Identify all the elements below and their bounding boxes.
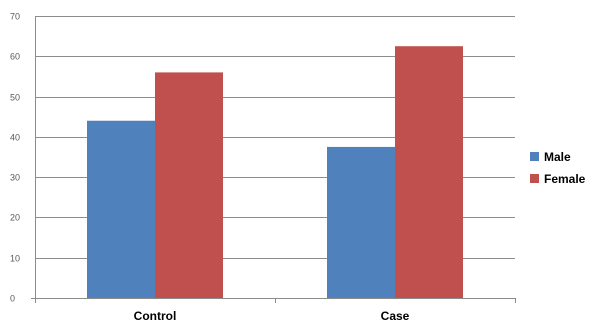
y-tick-label: 30 [10, 173, 20, 183]
y-tick-label: 10 [10, 254, 20, 264]
y-tick-label: 40 [10, 133, 20, 143]
bar-female-case [395, 46, 463, 298]
legend-swatch-male [530, 152, 539, 161]
y-tick-label: 50 [10, 93, 20, 103]
y-tick-label: 20 [10, 213, 20, 223]
tick-labels: 0 10 20 30 40 50 60 70 Control Case [10, 12, 410, 323]
bar-male-case [327, 146, 395, 298]
legend: Male Female [530, 150, 586, 186]
x-category-label: Control [134, 309, 177, 323]
legend-swatch-female [530, 174, 539, 183]
x-category-label: Case [381, 309, 410, 323]
bar-female-control [155, 72, 223, 299]
y-tick-label: 60 [10, 52, 20, 62]
bars [87, 46, 463, 299]
axes [31, 16, 516, 303]
bar-male-control [87, 120, 155, 298]
legend-label-male: Male [544, 150, 571, 164]
legend-label-female: Female [544, 172, 586, 186]
y-tick-label: 70 [10, 12, 20, 22]
y-tick-label: 0 [10, 294, 15, 304]
